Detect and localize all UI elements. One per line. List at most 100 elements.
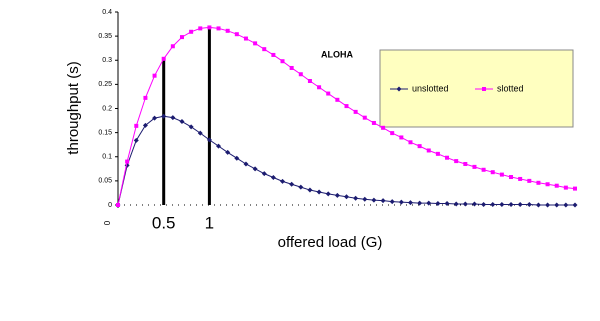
data-point: [170, 115, 176, 121]
data-point: [417, 200, 423, 206]
data-point: [216, 26, 221, 31]
y-tick-label: 0: [108, 202, 112, 209]
data-point: [380, 198, 386, 204]
data-point: [142, 122, 148, 128]
data-point: [316, 189, 322, 195]
data-point: [545, 182, 550, 187]
data-point: [317, 85, 322, 90]
data-point: [262, 47, 267, 52]
data-point: [335, 97, 340, 102]
data-point: [481, 202, 487, 208]
data-point: [399, 135, 404, 140]
data-point: [344, 104, 349, 109]
data-point: [189, 29, 194, 34]
data-point: [471, 201, 477, 207]
data-point: [152, 115, 158, 121]
data-point: [225, 149, 231, 155]
data-point: [225, 28, 230, 33]
data-point: [280, 178, 286, 184]
data-point: [435, 201, 441, 207]
legend-marker: [396, 86, 402, 92]
data-point: [472, 164, 477, 169]
data-point: [536, 180, 541, 185]
data-point: [270, 174, 276, 180]
data-point: [573, 186, 577, 191]
data-point: [527, 178, 532, 183]
y-axis-label: throughput (s): [65, 61, 82, 154]
data-point: [234, 155, 240, 161]
data-point: [545, 202, 551, 208]
peak-label: 0.5: [152, 213, 176, 232]
data-point: [161, 56, 166, 61]
data-point: [289, 181, 295, 187]
data-point: [435, 151, 440, 156]
data-point: [463, 161, 468, 166]
y-tick-label: 0.2: [102, 105, 112, 112]
data-point: [481, 167, 486, 172]
data-point: [389, 199, 395, 205]
y-tick-label: 0.25: [98, 81, 112, 88]
data-point: [197, 130, 203, 136]
legend-label: unslotted: [412, 83, 449, 93]
data-point: [462, 201, 468, 207]
data-point: [253, 41, 258, 46]
data-point: [207, 25, 212, 30]
data-point: [517, 202, 523, 208]
data-point: [344, 194, 349, 200]
data-point: [353, 195, 359, 201]
data-point: [563, 202, 569, 208]
data-point: [252, 166, 258, 172]
legend-label: slotted: [497, 83, 524, 93]
y-tick-label: 0.4: [102, 9, 112, 16]
data-point: [426, 200, 432, 206]
y-tick-label: 0.1: [102, 154, 112, 161]
y-tick-label: 0.15: [98, 129, 112, 136]
data-point: [307, 78, 312, 83]
data-point: [261, 171, 267, 177]
data-point: [454, 159, 459, 164]
data-point: [280, 59, 285, 64]
data-point: [390, 131, 395, 136]
x-axis-label: offered load (G): [278, 234, 383, 251]
data-point: [325, 191, 331, 197]
data-point: [554, 202, 560, 208]
x-tick-label: 0: [103, 220, 112, 225]
data-point: [170, 44, 175, 49]
data-point: [179, 119, 185, 125]
y-tick-label: 0.3: [102, 57, 112, 64]
data-point: [152, 73, 157, 78]
data-point: [188, 124, 194, 130]
data-point: [453, 201, 459, 207]
y-tick-label: 0.35: [98, 33, 112, 40]
data-point: [526, 202, 532, 208]
data-point: [490, 170, 495, 175]
data-point: [326, 91, 331, 96]
data-point: [353, 109, 358, 114]
data-point: [216, 143, 222, 149]
data-point: [563, 185, 568, 190]
data-point: [243, 36, 248, 41]
data-point: [408, 140, 413, 145]
data-point: [206, 137, 212, 143]
peak-label: 1: [205, 213, 214, 232]
data-point: [499, 172, 504, 177]
data-point: [243, 161, 249, 167]
data-point: [426, 148, 431, 153]
data-point: [535, 202, 541, 208]
data-point: [445, 155, 450, 160]
data-point: [509, 175, 514, 180]
data-point: [362, 196, 368, 202]
data-point: [298, 184, 304, 190]
data-point: [234, 32, 239, 37]
data-point: [371, 197, 377, 203]
data-point: [444, 201, 450, 207]
legend-marker: [482, 87, 486, 91]
data-point: [289, 65, 294, 70]
data-point: [508, 202, 514, 208]
data-point: [271, 52, 276, 57]
data-point: [143, 95, 148, 100]
data-point: [116, 203, 120, 207]
data-point: [334, 192, 340, 198]
data-point: [125, 159, 130, 164]
